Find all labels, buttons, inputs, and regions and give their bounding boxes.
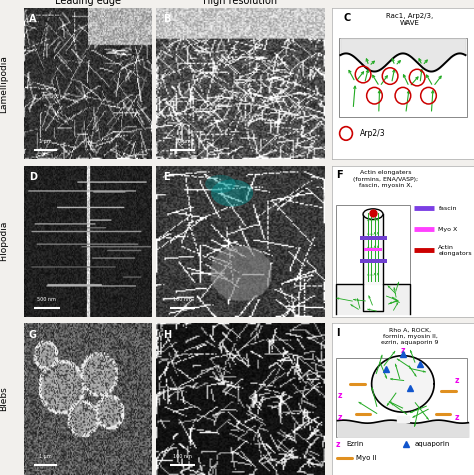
Text: 1 μm: 1 μm <box>39 455 52 459</box>
Polygon shape <box>336 284 410 314</box>
Text: 100 nm: 100 nm <box>173 455 192 459</box>
Text: F: F <box>336 171 343 180</box>
Text: z: z <box>455 413 459 422</box>
Text: Rac1, Arp2/3,
WAVE: Rac1, Arp2/3, WAVE <box>386 13 434 26</box>
Text: Actin
elongators: Actin elongators <box>438 245 472 256</box>
FancyBboxPatch shape <box>359 259 387 263</box>
Ellipse shape <box>211 180 253 207</box>
Text: 1 μm: 1 μm <box>39 139 52 144</box>
Text: Myo II: Myo II <box>356 455 377 461</box>
Text: Filopodia: Filopodia <box>0 221 8 261</box>
Text: B: B <box>163 14 171 24</box>
Text: 10 μm: 10 μm <box>174 139 191 144</box>
Text: Myo X: Myo X <box>438 227 458 232</box>
FancyBboxPatch shape <box>336 205 410 314</box>
Text: I: I <box>336 328 339 338</box>
Text: z: z <box>336 440 340 449</box>
Text: Actin elongaters
(formins, ENA/VASP);
fascin, myosin X,: Actin elongaters (formins, ENA/VASP); fa… <box>353 171 419 188</box>
Text: z: z <box>401 346 405 355</box>
Text: E: E <box>163 172 170 182</box>
Text: A: A <box>29 14 36 24</box>
Text: aquaporin: aquaporin <box>414 441 450 447</box>
Text: fascin: fascin <box>438 206 457 210</box>
Text: z: z <box>338 391 343 400</box>
FancyBboxPatch shape <box>336 358 467 437</box>
Text: Arp2/3: Arp2/3 <box>360 129 386 138</box>
Text: H: H <box>163 330 171 340</box>
Text: D: D <box>29 172 37 182</box>
Text: 100 nm: 100 nm <box>173 297 192 302</box>
Ellipse shape <box>205 175 236 193</box>
Text: Ezrin: Ezrin <box>346 441 364 447</box>
Text: z: z <box>338 413 343 422</box>
Text: C: C <box>343 13 350 23</box>
FancyBboxPatch shape <box>359 237 387 240</box>
Text: Blebs: Blebs <box>0 387 8 411</box>
Text: Lamellipodia: Lamellipodia <box>0 55 8 113</box>
Text: z: z <box>455 376 459 385</box>
Polygon shape <box>372 356 434 412</box>
FancyBboxPatch shape <box>339 38 467 117</box>
Text: Rho A, ROCK,
formin, myosin II,
ezrin, aquaporin 9: Rho A, ROCK, formin, myosin II, ezrin, a… <box>381 328 439 345</box>
FancyBboxPatch shape <box>364 248 382 251</box>
Text: High resolution: High resolution <box>203 0 278 6</box>
Text: G: G <box>29 330 37 340</box>
Polygon shape <box>363 214 383 284</box>
Ellipse shape <box>363 209 383 219</box>
Text: 500 nm: 500 nm <box>37 297 56 302</box>
Text: Leading edge: Leading edge <box>55 0 121 6</box>
